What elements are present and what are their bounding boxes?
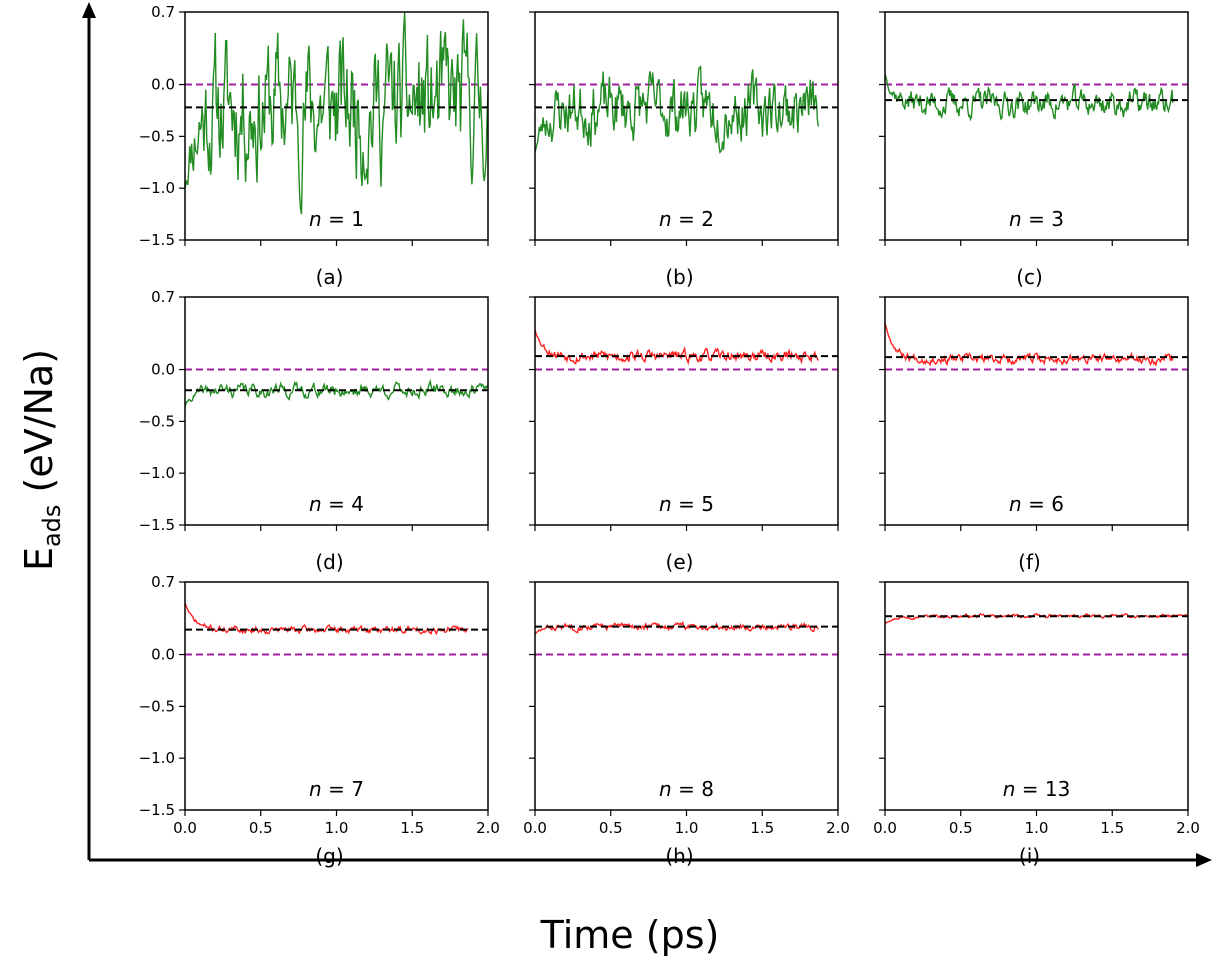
panel-frame (534, 11, 839, 241)
n-symbol: n (659, 207, 672, 231)
panel-label: (c) (1016, 265, 1043, 289)
n-value: = 1 (322, 207, 364, 231)
panel-frame (884, 296, 1189, 526)
n-symbol: n (309, 492, 322, 516)
y-tick-label: 0.0 (151, 361, 175, 379)
n-value: = 7 (322, 777, 364, 801)
panel-3: n = 3 (c) (879, 11, 1189, 289)
panel-label: (i) (1019, 844, 1040, 868)
panel-7: 0.70.0−0.5−1.0−1.50.0 0.5 1.0 1.5 2.0n = 7(g… (139, 573, 500, 868)
figure-x-arrow (89, 853, 1212, 867)
energy-series-line (534, 65, 819, 155)
n-label: n = 13 (1003, 777, 1071, 801)
panel-label: (f) (1018, 550, 1041, 574)
energy-series-line (884, 612, 1189, 625)
x-axis-title: Time (ps) (540, 913, 720, 957)
n-label: n = 5 (659, 492, 714, 516)
x-tick-label: 2.0 (826, 819, 850, 837)
x-tick-label: 1.5 (1100, 819, 1124, 837)
panel-8: 0.0 0.5 1.0 1.5 2.0 n = 8 (h) (523, 581, 850, 868)
y-tick-label: −0.5 (139, 697, 175, 715)
n-value: = 6 (1022, 492, 1064, 516)
panel-frame (534, 296, 839, 526)
y-tick-label: −1.5 (139, 231, 175, 249)
panel-label: (h) (665, 844, 693, 868)
panel-label: (g) (315, 844, 343, 868)
n-value: = 2 (672, 207, 714, 231)
energy-series-line (534, 620, 819, 635)
n-value: = 4 (322, 492, 364, 516)
panel-2: n = 2 (b) (529, 11, 839, 289)
y-tick-label: 0.7 (151, 573, 175, 591)
energy-series-line (184, 602, 469, 636)
n-symbol: n (1009, 492, 1022, 516)
x-tick-label: 1.5 (750, 819, 774, 837)
n-value: = 13 (1015, 777, 1070, 801)
n-symbol: n (309, 777, 322, 801)
panel-frame (184, 296, 489, 526)
y-axis-title: Eads (eV/Na) (17, 349, 66, 571)
energy-series-line (534, 329, 819, 366)
panel-1: 0.7 0.0 −0.5 −1.0 −1.5 n = 1 (a) (139, 3, 489, 289)
x-tick-label: 1.0 (1025, 819, 1049, 837)
y-tick-label: 0.7 (151, 3, 175, 21)
n-label: n = 7 (309, 777, 364, 801)
n-symbol: n (309, 207, 322, 231)
y-tick-label: −1.0 (139, 179, 175, 197)
n-value: = 8 (672, 777, 714, 801)
n-symbol: n (659, 777, 672, 801)
n-value: = 5 (672, 492, 714, 516)
x-tick-label: 0.5 (249, 819, 273, 837)
y-tick-label: −0.5 (139, 127, 175, 145)
energy-series-line (884, 322, 1174, 367)
y-tick-label: −1.5 (139, 516, 175, 534)
panel-6: n = 6 (f) (879, 296, 1189, 574)
panel-frame (184, 581, 489, 811)
panel-label: (e) (666, 550, 694, 574)
energy-series-line (184, 378, 489, 407)
x-tick-label: 2.0 (476, 819, 500, 837)
x-tick-label: 2.0 (1176, 819, 1200, 837)
n-label: n = 3 (1009, 207, 1064, 231)
y-tick-label: −1.0 (139, 464, 175, 482)
panel-frame (884, 11, 1189, 241)
panel-frame (534, 581, 839, 811)
x-tick-label: 0.5 (949, 819, 973, 837)
n-label: n = 2 (659, 207, 714, 231)
y-tick-label: −1.5 (139, 801, 175, 819)
y-tick-label: 0.0 (151, 646, 175, 664)
panel-9: 0.0 0.5 1.0 1.5 2.0 n = 13 (i) (873, 581, 1200, 868)
panel-4: 0.7 0.0 −0.5 −1.0 −1.5 n = 4 (d) (139, 288, 489, 574)
panel-5: n = 5 (e) (529, 296, 839, 574)
y-tick-label: 0.0 (151, 76, 175, 94)
n-label: n = 6 (1009, 492, 1064, 516)
x-tick-label: 0.0 (873, 819, 897, 837)
y-tick-label: −1.0 (139, 749, 175, 767)
x-tick-label: 0.0 (523, 819, 547, 837)
n-symbol: n (659, 492, 672, 516)
n-label: n = 1 (309, 207, 364, 231)
x-tick-label: 0.5 (599, 819, 623, 837)
panel-label: (d) (315, 550, 343, 574)
panel-label: (a) (316, 265, 344, 289)
n-label: n = 8 (659, 777, 714, 801)
n-symbol: n (1003, 777, 1016, 801)
energy-series-line (184, 11, 489, 215)
n-value: = 3 (1022, 207, 1064, 231)
x-tick-label: 1.5 (400, 819, 424, 837)
figure-y-arrow (82, 2, 96, 860)
x-tick-label: 0.0 (173, 819, 197, 837)
n-label: n = 4 (309, 492, 364, 516)
y-tick-label: 0.7 (151, 288, 175, 306)
panels: 0.7 0.0 −0.5 −1.0 −1.5 n = 1 (a) n = 2 (b) n = 3 (… (139, 3, 1200, 868)
x-tick-label: 1.0 (325, 819, 349, 837)
y-tick-label: −0.5 (139, 412, 175, 430)
n-symbol: n (1009, 207, 1022, 231)
energy-series-line (884, 73, 1174, 122)
panel-label: (b) (665, 265, 693, 289)
x-tick-label: 1.0 (675, 819, 699, 837)
